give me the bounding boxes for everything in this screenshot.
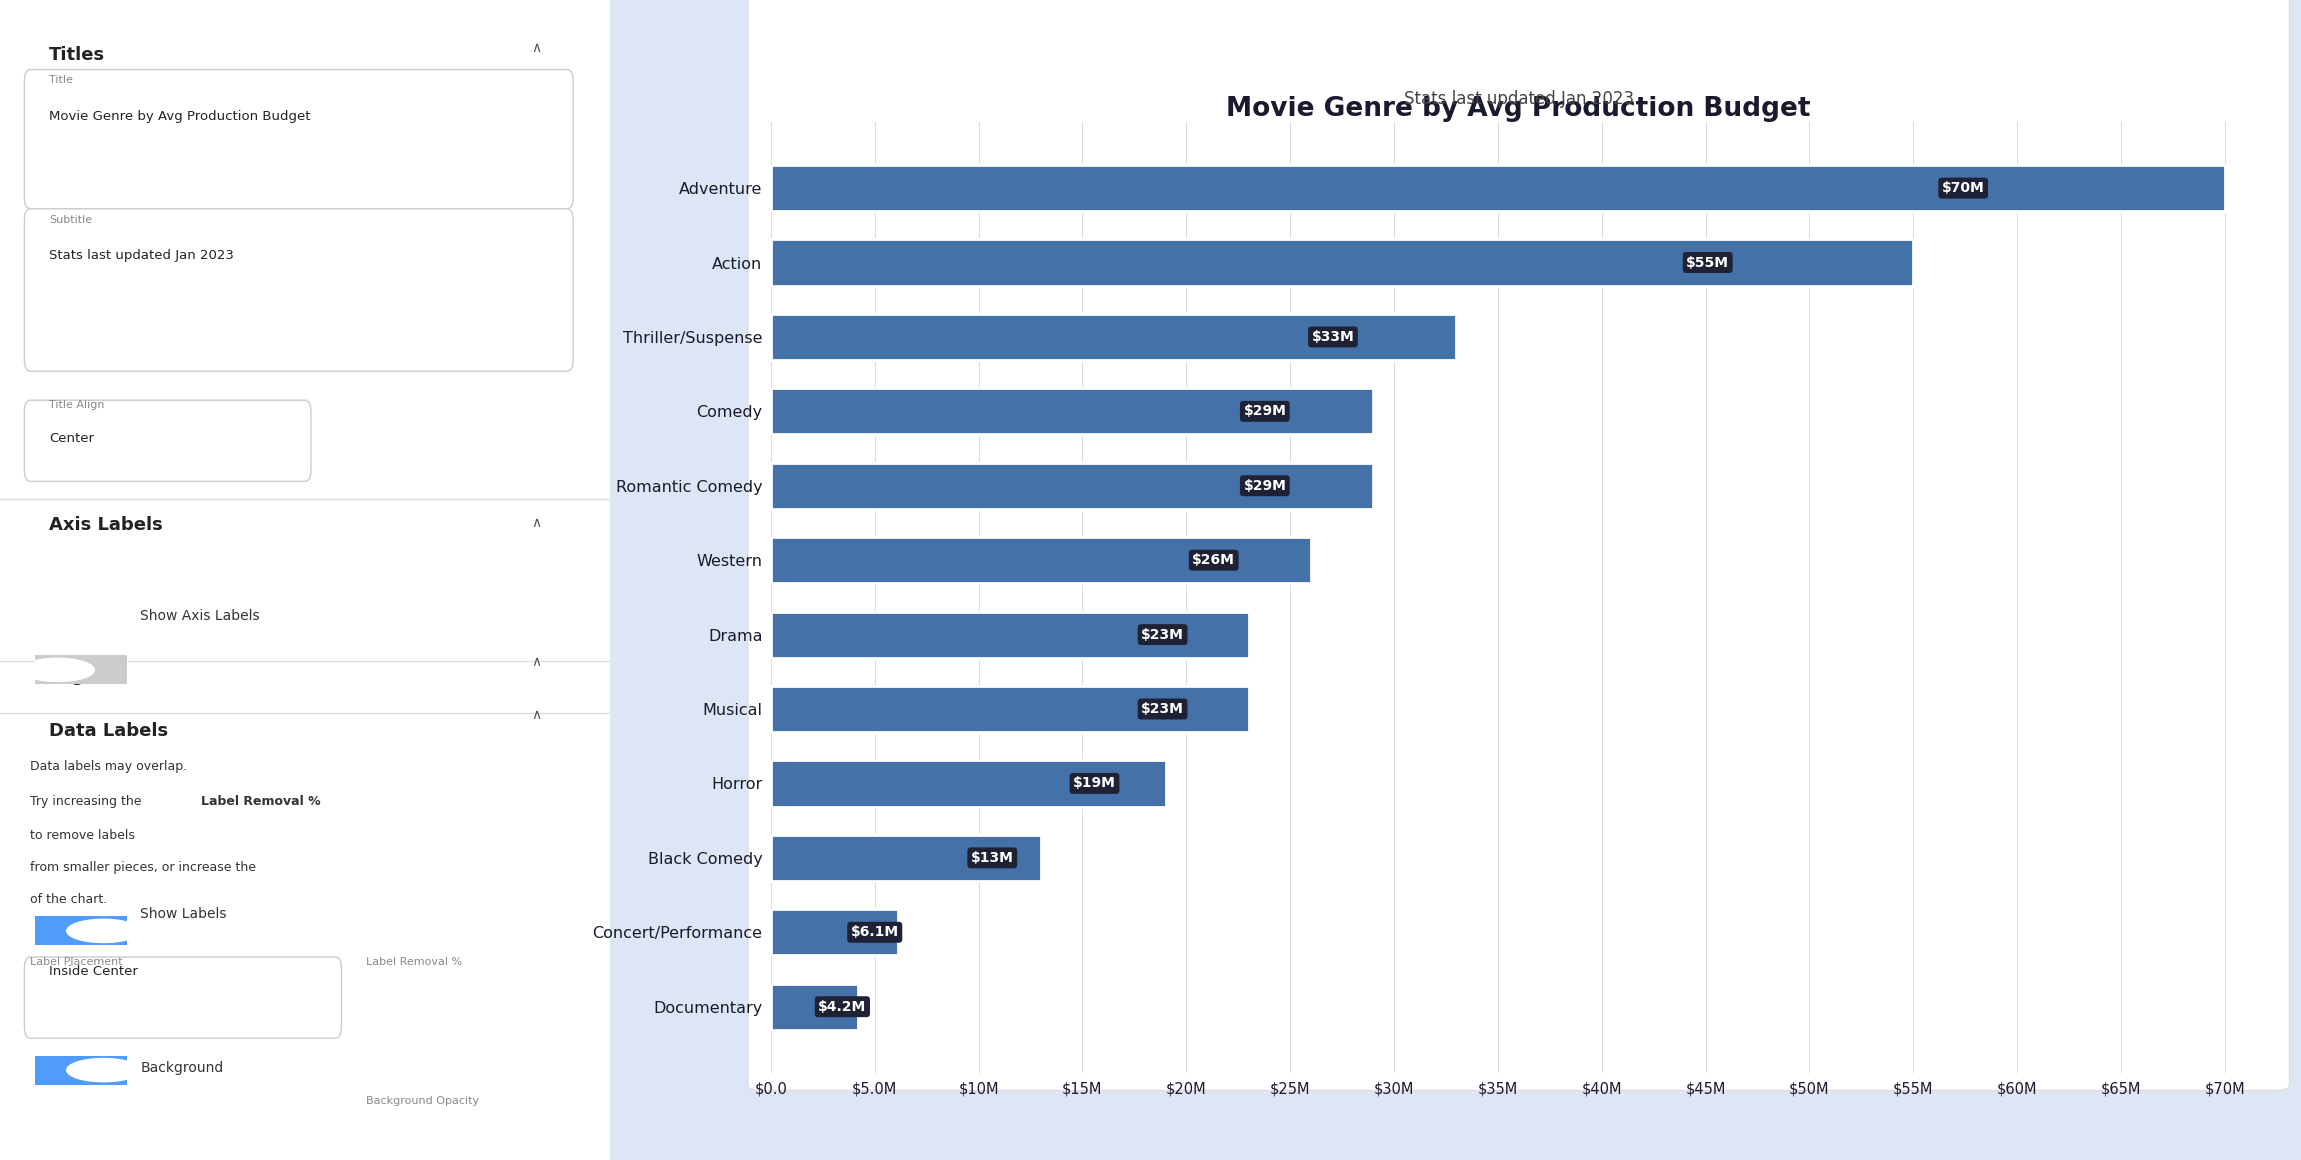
Text: $13M: $13M [971, 851, 1015, 865]
Text: $6.1M: $6.1M [851, 926, 900, 940]
Circle shape [67, 1058, 140, 1081]
Text: $23M: $23M [1141, 628, 1185, 641]
Bar [771, 239, 1914, 285]
Text: $70M: $70M [1942, 181, 1983, 195]
Text: $23M: $23M [1141, 702, 1185, 716]
Text: Legend: Legend [48, 667, 122, 686]
Text: Data labels may overlap.: Data labels may overlap. [30, 760, 189, 773]
Text: Data Labels: Data Labels [48, 722, 168, 740]
Bar [771, 314, 1457, 360]
Text: Show Labels: Show Labels [140, 907, 228, 921]
Bar [771, 835, 1040, 880]
Bar [771, 909, 897, 956]
Text: Subtitle: Subtitle [48, 215, 92, 225]
Text: ∧: ∧ [532, 655, 541, 669]
Text: $26M: $26M [1192, 553, 1236, 567]
Text: $29M: $29M [1243, 479, 1286, 493]
Text: Movie Genre by Avg Production Budget: Movie Genre by Avg Production Budget [48, 110, 311, 123]
Circle shape [67, 919, 140, 942]
Text: $4.2M: $4.2M [819, 1000, 867, 1014]
Bar [771, 611, 1249, 658]
Text: to remove labels: to remove labels [30, 829, 136, 842]
Text: Axis Labels: Axis Labels [48, 516, 163, 535]
Bar [771, 686, 1249, 732]
Text: Stats last updated Jan 2023: Stats last updated Jan 2023 [1404, 89, 1634, 108]
Text: Label Placement: Label Placement [30, 957, 124, 967]
Text: Titles: Titles [48, 46, 106, 65]
Text: ∧: ∧ [532, 708, 541, 722]
Text: Label Removal %: Label Removal % [200, 795, 320, 807]
Bar [771, 984, 858, 1030]
Text: Try increasing the: Try increasing the [30, 795, 145, 807]
Text: Center: Center [48, 432, 94, 444]
FancyBboxPatch shape [25, 70, 573, 209]
Text: Stats last updated Jan 2023: Stats last updated Jan 2023 [48, 249, 235, 262]
Text: $55M: $55M [1687, 255, 1728, 269]
FancyBboxPatch shape [25, 209, 573, 371]
Text: ∧: ∧ [532, 516, 541, 530]
Text: $33M: $33M [1312, 329, 1355, 343]
Text: of the chart.: of the chart. [30, 893, 108, 906]
Title: Movie Genre by Avg Production Budget: Movie Genre by Avg Production Budget [1226, 96, 1811, 122]
Text: Inside Center: Inside Center [48, 965, 138, 978]
Text: Show Axis Labels: Show Axis Labels [140, 609, 260, 623]
Text: Background: Background [140, 1061, 223, 1075]
Text: Title Align: Title Align [48, 400, 104, 411]
FancyBboxPatch shape [25, 957, 341, 1038]
Text: Label Removal %: Label Removal % [366, 957, 463, 967]
Text: from smaller pieces, or increase the: from smaller pieces, or increase the [30, 861, 260, 873]
Text: Title: Title [48, 75, 74, 86]
Bar [771, 389, 1374, 435]
Text: $19M: $19M [1072, 776, 1116, 790]
Bar [771, 165, 2225, 211]
FancyBboxPatch shape [25, 400, 311, 481]
Bar [771, 760, 1167, 806]
Text: ∧: ∧ [532, 41, 541, 55]
Bar [771, 463, 1374, 509]
Bar [771, 537, 1312, 583]
Text: $29M: $29M [1243, 405, 1286, 419]
Text: Background Opacity: Background Opacity [366, 1096, 479, 1107]
Circle shape [21, 658, 94, 682]
